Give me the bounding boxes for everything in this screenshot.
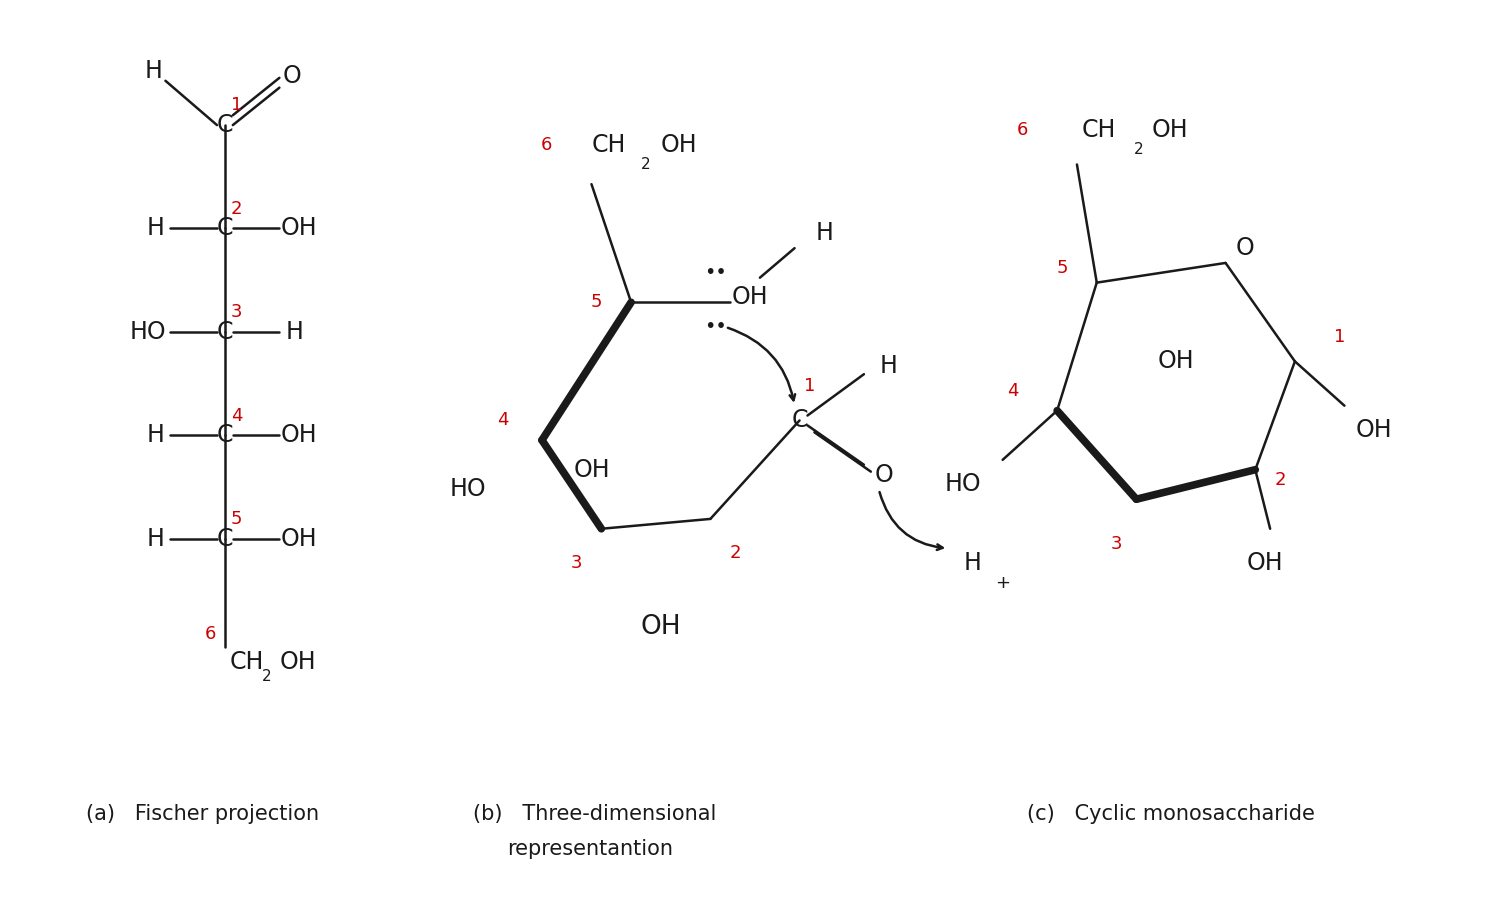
Text: +: + bbox=[994, 574, 1010, 592]
Text: OH: OH bbox=[640, 614, 681, 640]
Text: OH: OH bbox=[1246, 551, 1284, 575]
Text: ••: •• bbox=[704, 264, 726, 283]
Text: HO: HO bbox=[129, 320, 166, 344]
Text: H: H bbox=[285, 320, 303, 344]
Text: OH: OH bbox=[1356, 418, 1392, 442]
Text: 2: 2 bbox=[1134, 142, 1143, 157]
Text: 2: 2 bbox=[1275, 471, 1286, 489]
Text: 3: 3 bbox=[1112, 535, 1122, 553]
Text: (b)   Three-dimensional: (b) Three-dimensional bbox=[472, 805, 716, 824]
Text: H: H bbox=[816, 221, 833, 246]
Text: H: H bbox=[147, 526, 165, 551]
Text: 4: 4 bbox=[231, 407, 243, 425]
Text: OH: OH bbox=[573, 458, 610, 482]
Text: O: O bbox=[874, 463, 892, 487]
Text: O: O bbox=[284, 64, 302, 88]
Text: OH: OH bbox=[279, 650, 316, 674]
Text: OH: OH bbox=[732, 285, 768, 310]
Text: H: H bbox=[147, 423, 165, 447]
Text: OH: OH bbox=[662, 133, 698, 157]
Text: 6: 6 bbox=[1017, 121, 1028, 139]
Text: 5: 5 bbox=[591, 293, 602, 311]
Text: 2: 2 bbox=[729, 544, 741, 562]
Text: HO: HO bbox=[450, 477, 486, 501]
Text: CH: CH bbox=[1082, 118, 1116, 142]
Text: C: C bbox=[216, 113, 232, 137]
Text: 5: 5 bbox=[1056, 259, 1068, 277]
Text: C: C bbox=[216, 526, 232, 551]
Text: O: O bbox=[1236, 236, 1254, 260]
Text: 4: 4 bbox=[1007, 382, 1019, 400]
Text: HO: HO bbox=[945, 472, 981, 497]
Text: (a)   Fischer projection: (a) Fischer projection bbox=[86, 805, 320, 824]
Text: H: H bbox=[880, 355, 897, 378]
Text: 4: 4 bbox=[496, 411, 508, 429]
Text: 2: 2 bbox=[231, 200, 243, 218]
Text: OH: OH bbox=[280, 526, 318, 551]
Text: 3: 3 bbox=[231, 303, 243, 321]
Text: CH: CH bbox=[230, 650, 264, 674]
Text: 2: 2 bbox=[261, 669, 272, 684]
Text: C: C bbox=[216, 320, 232, 344]
Text: 2: 2 bbox=[640, 157, 651, 172]
Text: (c)   Cyclic monosaccharide: (c) Cyclic monosaccharide bbox=[1028, 805, 1316, 824]
Text: ••: •• bbox=[704, 318, 726, 337]
Text: C: C bbox=[216, 423, 232, 447]
Text: H: H bbox=[144, 58, 162, 83]
Text: representantion: representantion bbox=[507, 839, 674, 859]
Text: 6: 6 bbox=[542, 136, 552, 154]
Text: 1: 1 bbox=[231, 96, 243, 114]
Text: C: C bbox=[792, 409, 808, 433]
Text: 3: 3 bbox=[572, 554, 582, 572]
Text: H: H bbox=[147, 217, 165, 240]
Text: 6: 6 bbox=[204, 626, 216, 644]
Text: C: C bbox=[216, 217, 232, 240]
Text: 5: 5 bbox=[231, 510, 243, 528]
Text: OH: OH bbox=[1152, 118, 1188, 142]
Text: 1: 1 bbox=[804, 377, 814, 395]
Text: 1: 1 bbox=[1334, 328, 1346, 346]
Text: H: H bbox=[964, 551, 982, 575]
Text: OH: OH bbox=[280, 423, 318, 447]
Text: CH: CH bbox=[591, 133, 626, 157]
Text: OH: OH bbox=[280, 217, 318, 240]
Text: OH: OH bbox=[1158, 349, 1194, 373]
